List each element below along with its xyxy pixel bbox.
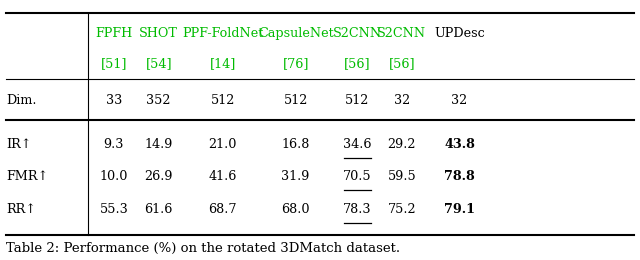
Text: 68.0: 68.0 xyxy=(282,203,310,216)
Text: SHOT: SHOT xyxy=(140,27,178,40)
Text: 29.2: 29.2 xyxy=(388,138,416,151)
Text: 41.6: 41.6 xyxy=(209,170,237,183)
Text: 55.3: 55.3 xyxy=(100,203,128,216)
Text: 21.0: 21.0 xyxy=(209,138,237,151)
Text: [76]: [76] xyxy=(282,57,309,70)
Text: [54]: [54] xyxy=(145,57,172,70)
Text: 34.6: 34.6 xyxy=(343,138,371,151)
Text: 14.9: 14.9 xyxy=(145,138,173,151)
Text: 59.5: 59.5 xyxy=(388,170,416,183)
Text: [56]: [56] xyxy=(344,57,371,70)
Text: 352: 352 xyxy=(147,94,171,107)
Text: 512: 512 xyxy=(284,94,308,107)
Text: UPDesc: UPDesc xyxy=(434,27,485,40)
Text: RR↑: RR↑ xyxy=(6,203,36,216)
Text: FPFH: FPFH xyxy=(95,27,132,40)
Text: 32: 32 xyxy=(394,94,410,107)
Text: 70.5: 70.5 xyxy=(343,170,371,183)
Text: 512: 512 xyxy=(345,94,369,107)
Text: 10.0: 10.0 xyxy=(100,170,128,183)
Text: 31.9: 31.9 xyxy=(282,170,310,183)
Text: 26.9: 26.9 xyxy=(145,170,173,183)
Text: 9.3: 9.3 xyxy=(104,138,124,151)
Text: [56]: [56] xyxy=(388,57,415,70)
Text: 32: 32 xyxy=(451,94,468,107)
Text: 61.6: 61.6 xyxy=(145,203,173,216)
Text: 43.8: 43.8 xyxy=(444,138,475,151)
Text: 75.2: 75.2 xyxy=(388,203,416,216)
Text: PPF-FoldNet: PPF-FoldNet xyxy=(182,27,264,40)
Text: 78.3: 78.3 xyxy=(343,203,371,216)
Text: 78.8: 78.8 xyxy=(444,170,475,183)
Text: 33: 33 xyxy=(106,94,122,107)
Text: Table 2: Performance (%) on the rotated 3DMatch dataset.: Table 2: Performance (%) on the rotated … xyxy=(6,242,401,255)
Text: [14]: [14] xyxy=(209,57,236,70)
Text: 68.7: 68.7 xyxy=(209,203,237,216)
Text: FMR↑: FMR↑ xyxy=(6,170,49,183)
Text: S2CNN: S2CNN xyxy=(378,27,426,40)
Text: 79.1: 79.1 xyxy=(444,203,475,216)
Text: 16.8: 16.8 xyxy=(282,138,310,151)
Text: [51]: [51] xyxy=(100,57,127,70)
Text: S2CNN: S2CNN xyxy=(333,27,381,40)
Text: IR↑: IR↑ xyxy=(6,138,32,151)
Text: Dim.: Dim. xyxy=(6,94,37,107)
Text: 512: 512 xyxy=(211,94,235,107)
Text: CapsuleNet: CapsuleNet xyxy=(258,27,333,40)
